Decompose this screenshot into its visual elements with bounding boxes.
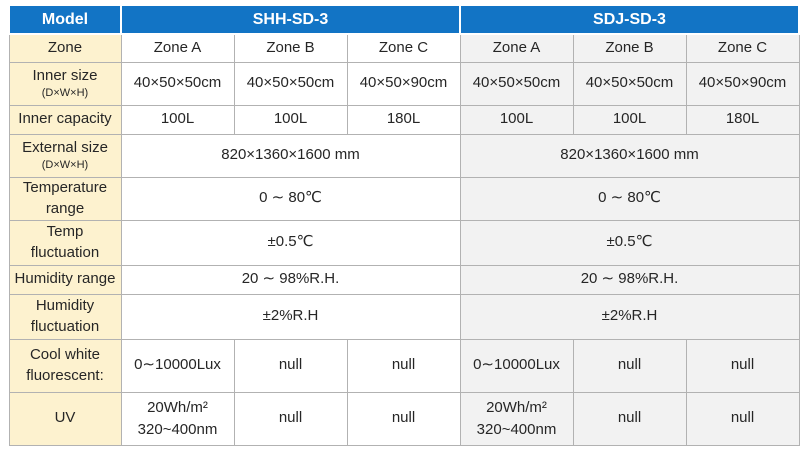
uv-shh-a-line2: 320~400nm [137,420,218,438]
uv-sdj-a-line1: 20Wh/m² [486,398,547,416]
temperature-range-shh: 0 ∼ 80℃ [120,176,461,221]
zone-row: Zone Zone A Zone B Zone C Zone A Zone B … [8,33,800,63]
humidity-fluctuation-row: Humidity fluctuation ±2%R.H ±2%R.H [8,293,800,340]
spec-table: Model SHH-SD-3 SDJ-SD-3 Zone Zone A Zone… [8,4,801,446]
inner-size-shh-b: 40×50×50cm [233,61,348,106]
inner-capacity-label: Inner capacity [8,104,122,135]
humidity-fluctuation-sdj: ±2%R.H [459,293,800,340]
cool-white-label: Cool white fluorescent: [8,338,122,393]
zone-cell-sdj-b: Zone B [572,33,687,63]
temp-fluctuation-sdj: ±0.5℃ [459,219,800,266]
inner-size-sdj-c: 40×50×90cm [685,61,800,106]
temperature-range-sdj: 0 ∼ 80℃ [459,176,800,221]
inner-capacity-row: Inner capacity 100L 100L 180L 100L 100L … [8,104,800,135]
uv-sdj-a-line2: 320~400nm [476,420,557,438]
cool-white-shh-c: null [346,338,461,393]
inner-size-sdj-a: 40×50×50cm [459,61,574,106]
uv-sdj-b: null [572,391,687,446]
inner-capacity-shh-c: 180L [346,104,461,135]
uv-shh-a-line1: 20Wh/m² [147,398,208,416]
cool-white-sdj-b: null [572,338,687,393]
uv-label: UV [8,391,122,446]
sdj-model-header: SDJ-SD-3 [458,4,801,35]
cool-white-sdj-a: 0∼10000Lux [459,338,574,393]
humidity-fluctuation-shh: ±2%R.H [120,293,461,340]
zone-cell-shh-b: Zone B [233,33,348,63]
inner-capacity-sdj-c: 180L [685,104,800,135]
zone-row-label: Zone [8,33,122,63]
external-size-shh: 820×1360×1600 mm [120,133,461,178]
external-size-label-main: External size [22,139,108,157]
uv-shh-b: null [233,391,348,446]
inner-size-label-sub: (D×W×H) [41,87,89,100]
humidity-range-shh: 20 ∼ 98%R.H. [120,264,461,295]
temp-fluctuation-row: Temp fluctuation ±0.5℃ ±0.5℃ [8,219,800,266]
humidity-range-label: Humidity range [8,264,122,295]
external-size-label: External size (D×W×H) [8,133,122,178]
inner-capacity-shh-a: 100L [120,104,235,135]
zone-cell-shh-c: Zone C [346,33,461,63]
inner-size-label: Inner size (D×W×H) [8,61,122,106]
zone-cell-shh-a: Zone A [120,33,235,63]
external-size-row: External size (D×W×H) 820×1360×1600 mm 8… [8,133,800,178]
inner-capacity-shh-b: 100L [233,104,348,135]
inner-size-row: Inner size (D×W×H) 40×50×50cm 40×50×50cm… [8,61,800,106]
cool-white-row: Cool white fluorescent: 0∼10000Lux null … [8,338,800,393]
inner-size-shh-a: 40×50×50cm [120,61,235,106]
inner-size-sdj-b: 40×50×50cm [572,61,687,106]
uv-row: UV 20Wh/m² 320~400nm null null 20Wh/m² 3… [8,391,800,446]
external-size-label-sub: (D×W×H) [41,159,89,172]
temperature-range-row: Temperature range 0 ∼ 80℃ 0 ∼ 80℃ [8,176,800,221]
external-size-sdj: 820×1360×1600 mm [459,133,800,178]
temperature-range-label: Temperature range [8,176,122,221]
temp-fluctuation-label: Temp fluctuation [8,219,122,266]
uv-sdj-c: null [685,391,800,446]
inner-size-label-main: Inner size [32,67,98,85]
humidity-range-sdj: 20 ∼ 98%R.H. [459,264,800,295]
inner-size-shh-c: 40×50×90cm [346,61,461,106]
inner-capacity-sdj-b: 100L [572,104,687,135]
zone-cell-sdj-a: Zone A [459,33,574,63]
cool-white-shh-a: 0∼10000Lux [120,338,235,393]
shh-model-header: SHH-SD-3 [120,4,461,35]
humidity-fluctuation-label: Humidity fluctuation [8,293,122,340]
header-row: Model SHH-SD-3 SDJ-SD-3 [8,4,801,35]
uv-shh-a: 20Wh/m² 320~400nm [120,391,235,446]
inner-capacity-sdj-a: 100L [459,104,574,135]
temp-fluctuation-shh: ±0.5℃ [120,219,461,266]
cool-white-sdj-c: null [685,338,800,393]
uv-shh-c: null [346,391,461,446]
cool-white-shh-b: null [233,338,348,393]
uv-sdj-a: 20Wh/m² 320~400nm [459,391,574,446]
zone-cell-sdj-c: Zone C [685,33,800,63]
humidity-range-row: Humidity range 20 ∼ 98%R.H. 20 ∼ 98%R.H. [8,264,800,295]
model-header-cell: Model [8,4,122,35]
